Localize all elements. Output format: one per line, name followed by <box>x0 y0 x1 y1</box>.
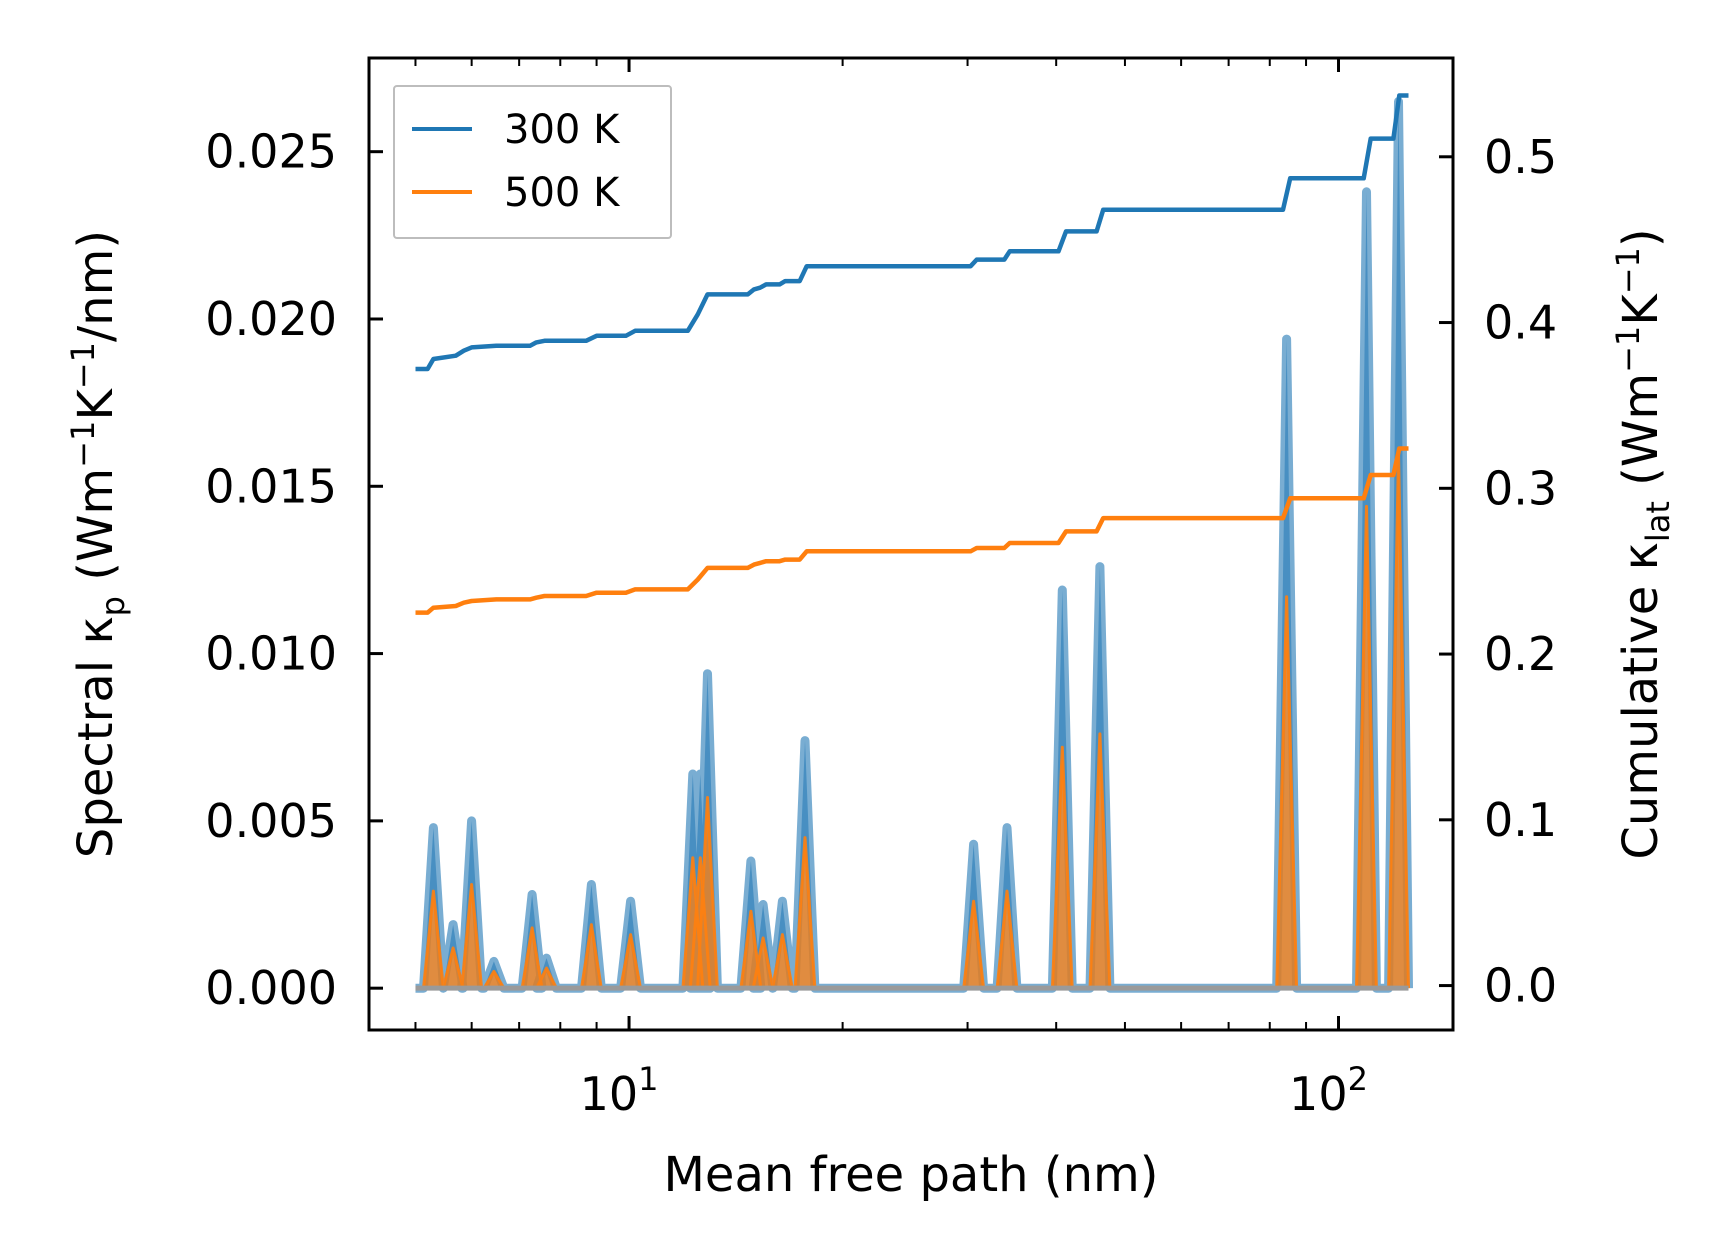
plot-frame <box>367 56 1455 1032</box>
y-right-tick-label: 0.1 <box>1484 793 1557 847</box>
y-left-tick-label: 0.000 <box>205 961 337 1015</box>
axis-ticks <box>369 58 1453 1030</box>
plot-content <box>415 93 1413 993</box>
spectral-line-500k <box>415 451 1410 990</box>
y-left-tick-label: 0.020 <box>205 292 337 346</box>
y-left-tick-label: 0.005 <box>205 794 337 848</box>
y-left-tick-label: 0.025 <box>205 125 337 179</box>
y-axis-left-title: Spectral κp (Wm−1K−1/nm) <box>64 230 132 858</box>
tick-labels: 101 102 0.000 0.005 0.010 0.015 0.020 0.025 0.0 0… <box>205 125 1557 1121</box>
y-left-tick-label: 0.015 <box>205 459 337 513</box>
y-right-tick-label: 0.5 <box>1484 130 1557 184</box>
legend-label-300k: 300 K <box>504 107 621 153</box>
x-axis-title: Mean free path (nm) <box>664 1147 1159 1203</box>
y-right-tick-label: 0.0 <box>1484 959 1557 1013</box>
legend-frame <box>393 85 672 239</box>
cumulative-line-500k <box>415 446 1409 615</box>
x-tick-label: 102 <box>1289 1060 1368 1121</box>
y-axis-right-title: Cumulative κlat (Wm−1K−1) <box>1609 228 1677 859</box>
cumulative-line-300k <box>415 93 1409 372</box>
y-right-tick-label: 0.4 <box>1484 296 1557 350</box>
spectral-area-500k <box>415 452 1409 989</box>
x-tick-label: 101 <box>580 1060 659 1121</box>
y-right-tick-label: 0.2 <box>1484 627 1557 681</box>
legend-label-500k: 500 K <box>504 170 621 216</box>
legend: 300 K 500 K <box>393 85 672 239</box>
y-right-tick-label: 0.3 <box>1484 461 1557 515</box>
y-left-tick-label: 0.010 <box>205 627 337 681</box>
